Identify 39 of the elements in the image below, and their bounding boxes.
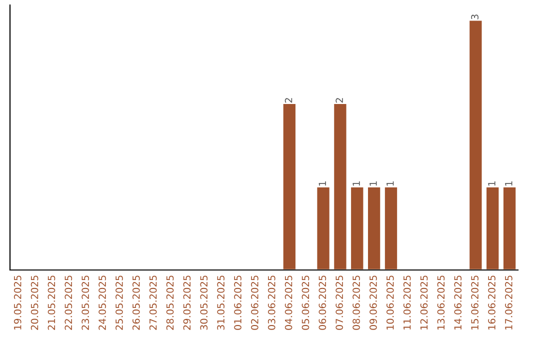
x-tick-label: 07.06.2025 bbox=[336, 276, 344, 330]
x-tick-label: 25.05.2025 bbox=[116, 276, 123, 330]
x-tick-label: 16.06.2025 bbox=[488, 276, 496, 330]
x-tick-label: 03.06.2025 bbox=[268, 276, 276, 330]
data-label: 1 bbox=[505, 181, 512, 186]
x-tick-label: 23.05.2025 bbox=[82, 276, 90, 330]
data-label: 1 bbox=[352, 181, 360, 186]
x-tick-label: 02.06.2025 bbox=[251, 276, 258, 330]
x-tick-label: 26.05.2025 bbox=[132, 276, 140, 330]
data-label: 1 bbox=[370, 181, 377, 186]
data-label: 2 bbox=[284, 98, 292, 103]
x-tick-label: 01.06.2025 bbox=[234, 276, 242, 330]
x-tick-label: 10.06.2025 bbox=[386, 276, 394, 330]
x-tick-label: 11.06.2025 bbox=[403, 276, 411, 330]
data-label: 1 bbox=[386, 181, 394, 186]
data-label: 3 bbox=[471, 14, 478, 20]
x-tick-label: 14.06.2025 bbox=[454, 276, 462, 330]
x-tick-label: 13.06.2025 bbox=[437, 276, 445, 330]
x-tick-label: 22.05.2025 bbox=[64, 276, 72, 330]
x-tick-label: 17.06.2025 bbox=[505, 276, 512, 330]
x-tick-label: 24.05.2025 bbox=[98, 276, 106, 330]
x-tick-label: 27.05.2025 bbox=[149, 276, 157, 330]
x-tick-label: 20.05.2025 bbox=[30, 276, 38, 330]
x-tick-label: 08.06.2025 bbox=[352, 276, 360, 330]
x-tick-label: 06.06.2025 bbox=[318, 276, 326, 330]
x-tick-label: 29.05.2025 bbox=[183, 276, 191, 330]
x-tick-label: 28.05.2025 bbox=[166, 276, 174, 330]
x-tick-label: 12.06.2025 bbox=[420, 276, 428, 330]
data-label: 1 bbox=[318, 181, 326, 186]
x-tick-label: 09.06.2025 bbox=[370, 276, 377, 330]
data-label: 2 bbox=[336, 98, 343, 103]
x-tick-label: 15.06.2025 bbox=[471, 276, 478, 330]
x-tick-label: 21.05.2025 bbox=[48, 276, 56, 330]
x-tick-label: 31.05.2025 bbox=[217, 276, 224, 330]
x-tick-label: 04.06.2025 bbox=[284, 276, 292, 330]
x-tick-label: 19.05.2025 bbox=[14, 276, 22, 330]
x-tick-label: 30.05.2025 bbox=[200, 276, 208, 330]
data-label: 1 bbox=[488, 181, 496, 186]
x-tick-label: 05.06.2025 bbox=[302, 276, 310, 330]
